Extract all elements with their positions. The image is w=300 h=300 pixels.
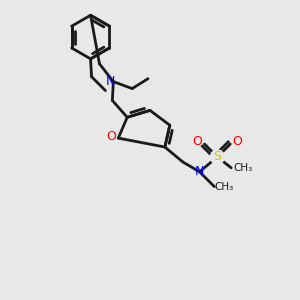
Text: CH₃: CH₃ xyxy=(215,182,234,192)
Text: O: O xyxy=(232,135,242,148)
Text: N: N xyxy=(195,165,204,178)
Text: O: O xyxy=(106,130,116,142)
Circle shape xyxy=(210,150,224,164)
Text: CH₃: CH₃ xyxy=(233,163,253,173)
Text: O: O xyxy=(193,135,202,148)
Text: S: S xyxy=(213,150,221,164)
Text: N: N xyxy=(106,75,115,88)
